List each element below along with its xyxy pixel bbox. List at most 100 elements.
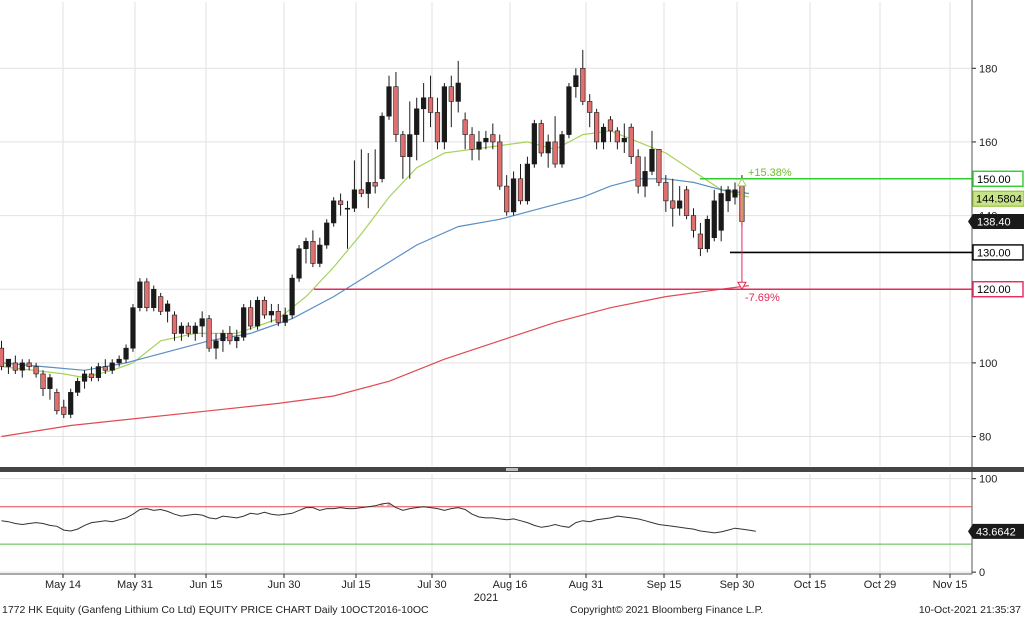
candle-body bbox=[275, 311, 281, 323]
candle-body bbox=[725, 189, 731, 202]
candle-body bbox=[427, 97, 434, 113]
candle-body bbox=[517, 178, 524, 202]
candle-body bbox=[158, 296, 164, 312]
candle-body bbox=[718, 193, 724, 231]
x-tick-label: Jul 15 bbox=[341, 579, 370, 591]
candle-body bbox=[683, 189, 690, 216]
candle-body bbox=[407, 134, 413, 157]
x-tick-label: Nov 15 bbox=[933, 579, 968, 591]
ma-value-tag-box bbox=[972, 190, 1024, 207]
x-tick-label: Oct 29 bbox=[864, 579, 896, 591]
ma-value-tag-label: 144.5804 bbox=[976, 194, 1022, 206]
candle-body bbox=[393, 86, 399, 135]
rsi-panel-background bbox=[0, 474, 972, 574]
candle-body bbox=[227, 333, 233, 342]
candle-body bbox=[331, 200, 337, 224]
x-tick-label: Sep 15 bbox=[647, 579, 682, 591]
candle-body bbox=[690, 215, 697, 231]
candle-body bbox=[566, 86, 572, 135]
x-tick-label: Jun 15 bbox=[189, 579, 222, 591]
x-tick-label: Jun 30 bbox=[267, 579, 300, 591]
candle-body bbox=[289, 277, 295, 316]
candle-body bbox=[33, 366, 39, 375]
candle-body bbox=[580, 67, 586, 102]
last-price-tag-box bbox=[968, 213, 1024, 229]
candle-body bbox=[476, 141, 482, 150]
candle-body bbox=[137, 281, 143, 308]
candle-body bbox=[365, 182, 371, 194]
candle-body bbox=[483, 137, 489, 143]
candle-body bbox=[421, 97, 427, 110]
candle-body bbox=[462, 119, 468, 135]
x-tick-label: May 31 bbox=[117, 579, 153, 591]
candle-body bbox=[552, 141, 558, 165]
rsi-value-tag-label: 43.6642 bbox=[976, 526, 1016, 538]
candle-body bbox=[670, 200, 676, 209]
price-tick-label: 180 bbox=[979, 63, 997, 75]
candle-body bbox=[12, 362, 18, 371]
candle-body bbox=[379, 115, 385, 180]
candle-body bbox=[414, 108, 420, 135]
candle-body bbox=[587, 101, 593, 113]
lower-level-tag-label: 120.00 bbox=[977, 284, 1011, 296]
x-tick-label: Oct 15 bbox=[794, 579, 826, 591]
candle-body bbox=[337, 200, 344, 205]
candle-body bbox=[303, 241, 309, 250]
candle-body bbox=[573, 75, 579, 87]
candle-body bbox=[192, 325, 198, 334]
footer-timestamp: 10-Oct-2021 21:35:37 bbox=[918, 604, 1021, 616]
candle-body bbox=[26, 362, 32, 367]
moving-average-long bbox=[1, 285, 749, 438]
candle-body bbox=[358, 189, 364, 194]
candle-body bbox=[324, 222, 330, 246]
upside-arrow-head bbox=[737, 177, 747, 187]
candle-body bbox=[524, 163, 531, 202]
support-level-tag bbox=[972, 244, 1024, 261]
candle-body bbox=[635, 156, 641, 187]
candle-body bbox=[469, 134, 475, 150]
candle-body bbox=[296, 248, 302, 279]
candle-body bbox=[164, 303, 171, 312]
upside-percent-label: +15.38% bbox=[748, 167, 792, 179]
candle-body bbox=[386, 86, 392, 117]
candle-body bbox=[663, 182, 669, 202]
candle-body bbox=[510, 178, 517, 213]
footer-copyright: Copyright© 2021 Bloomberg Finance L.P. bbox=[570, 604, 764, 616]
candle-body bbox=[213, 340, 219, 349]
candle-body bbox=[47, 377, 53, 389]
candle-body bbox=[5, 358, 12, 367]
candle-body bbox=[317, 244, 323, 264]
candle-body bbox=[594, 112, 600, 143]
footer-security-description: 1772 HK Equity (Ganfeng Lithium Co Ltd) … bbox=[2, 604, 429, 616]
candle-body bbox=[697, 233, 704, 250]
candle-body bbox=[178, 325, 185, 334]
candle-body bbox=[434, 112, 441, 143]
candle-body bbox=[75, 381, 81, 393]
price-tick-label: 160 bbox=[979, 137, 997, 149]
candle-body bbox=[88, 373, 95, 378]
candle-body bbox=[185, 325, 191, 334]
candle-body bbox=[19, 362, 25, 371]
candle-body bbox=[711, 200, 717, 238]
x-tick-label: Sep 30 bbox=[720, 579, 755, 591]
candle-body bbox=[68, 392, 74, 415]
x-tick-label: Aug 31 bbox=[569, 579, 604, 591]
candle-body bbox=[441, 86, 447, 143]
candle-body bbox=[400, 134, 406, 157]
x-tick-label: Jul 30 bbox=[417, 579, 446, 591]
candle-body bbox=[448, 86, 454, 102]
last-price-tag-label: 138.40 bbox=[977, 216, 1011, 228]
candle-body bbox=[0, 347, 5, 367]
candle-body bbox=[490, 134, 496, 143]
candle-body bbox=[40, 373, 46, 389]
candle-body bbox=[310, 241, 316, 264]
rsi-line bbox=[1, 502, 756, 534]
candle-body bbox=[497, 141, 503, 187]
candle-body bbox=[282, 314, 288, 323]
x-tick-label: May 14 bbox=[45, 579, 81, 591]
candle-body bbox=[95, 366, 101, 378]
candle-body bbox=[54, 392, 60, 412]
candle-body bbox=[628, 126, 634, 157]
